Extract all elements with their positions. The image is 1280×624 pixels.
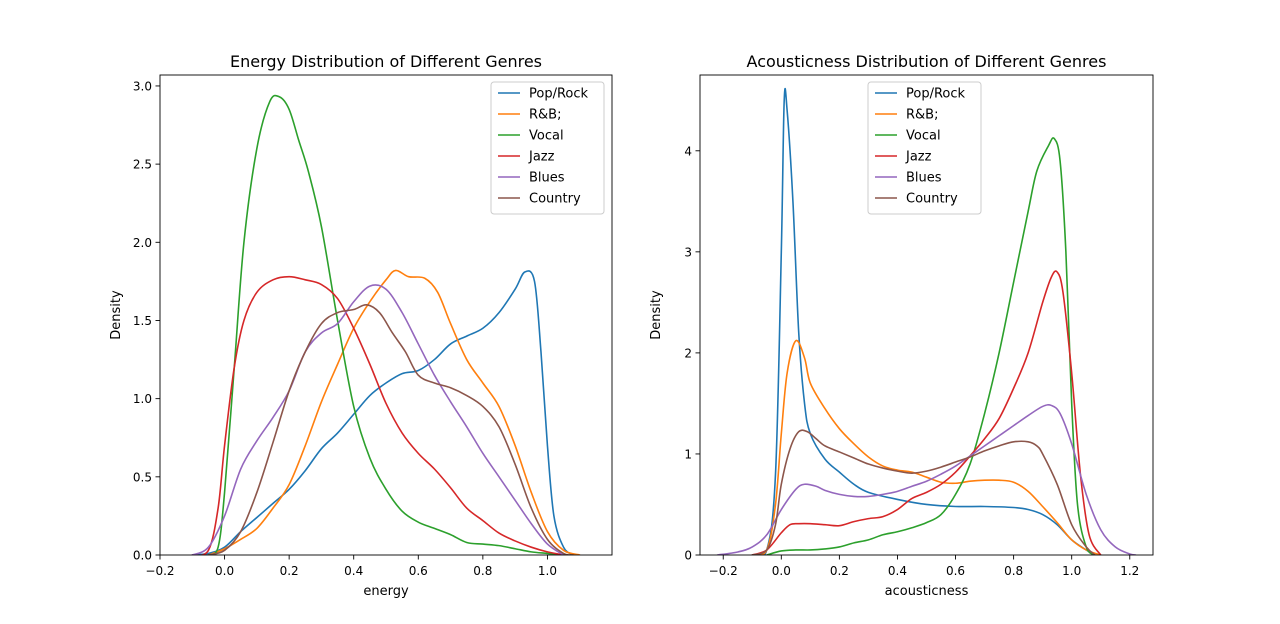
- series-line-country: [207, 304, 575, 555]
- x-axis-label: acousticness: [885, 584, 969, 599]
- legend-box: [490, 81, 605, 215]
- x-tick-label: 0.4: [888, 564, 907, 578]
- legend-entry-label: R&B;: [529, 108, 561, 123]
- x-tick-label: 0.6: [946, 564, 965, 578]
- x-axis-label: energy: [363, 584, 409, 599]
- plot-area: [716, 87, 1137, 555]
- series-line-blues: [191, 284, 565, 555]
- y-tick-label: 3.0: [133, 79, 152, 93]
- x-tick-label: 0.8: [473, 564, 492, 578]
- chart-title: Energy Distribution of Different Genres: [230, 52, 542, 71]
- y-tick-label: 2: [684, 346, 692, 360]
- series-line-country: [751, 429, 1096, 555]
- x-tick-label: −0.2: [145, 564, 174, 578]
- series-line-blues: [716, 403, 1137, 555]
- legend-entry-label: Blues: [906, 171, 942, 186]
- series-line-jazz: [191, 275, 565, 555]
- y-axis-label: Density: [109, 290, 124, 340]
- x-tick-label: 0.8: [1004, 564, 1023, 578]
- legend-entry-label: Blues: [529, 171, 565, 186]
- series-line-pop-rock: [191, 270, 575, 555]
- series-line-r-b: [751, 339, 1102, 555]
- x-tick-label: 0.2: [830, 564, 849, 578]
- x-tick-label: −0.2: [709, 564, 738, 578]
- y-tick-label: 2.5: [133, 158, 152, 172]
- axes-frame: [699, 74, 1154, 556]
- legend-entry-label: Jazz: [905, 150, 932, 165]
- series-line-pop-rock: [751, 87, 1096, 555]
- legend-entry-label: R&B;: [906, 108, 938, 123]
- legend-box: [867, 81, 982, 215]
- x-tick-label: 0.0: [772, 564, 791, 578]
- x-tick-label: 1.0: [538, 564, 557, 578]
- series-line-vocal: [207, 94, 565, 555]
- legend-entry-label: Country: [906, 192, 958, 207]
- series-line-jazz: [751, 270, 1102, 555]
- y-tick-label: 2.0: [133, 236, 152, 250]
- legend-entry-label: Pop/Rock: [529, 87, 589, 102]
- acousticness-chart: −0.2 0.0 0.2 0.4 0.6 0.8 1.0 1.2 0 1 2 3 4 Acousticne…: [649, 52, 1154, 599]
- legend-entry-label: Pop/Rock: [906, 87, 966, 102]
- y-tick-label: 3: [684, 245, 692, 259]
- x-tick-label: 0.4: [344, 564, 363, 578]
- y-tick-label: 1.5: [133, 314, 152, 328]
- series-line-vocal: [765, 137, 1096, 555]
- energy-chart: −0.2 0.0 0.2 0.4 0.6 0.8 1.00.00.51.01.52.02.5…: [109, 52, 613, 599]
- legend-entry-label: Country: [529, 192, 581, 207]
- y-tick-label: 1.0: [133, 392, 152, 406]
- y-tick-label: 0: [684, 549, 692, 563]
- y-axis-label: Density: [649, 290, 664, 340]
- y-tick-label: 1: [684, 447, 692, 461]
- axes-frame: [159, 74, 613, 556]
- x-tick-label: 1.2: [1120, 564, 1139, 578]
- y-tick-label: 0.5: [133, 470, 152, 484]
- legend: Pop/Rock R&B; Vocal Jazz Blues Country: [867, 81, 982, 215]
- y-tick-label: 0.0: [133, 549, 152, 563]
- chart-title: Acousticness Distribution of Different G…: [747, 52, 1107, 71]
- y-tick-label: 4: [684, 144, 692, 158]
- x-tick-label: 0.0: [215, 564, 234, 578]
- legend: Pop/Rock R&B; Vocal Jazz Blues Country: [490, 81, 605, 215]
- x-tick-label: 1.0: [1062, 564, 1081, 578]
- x-tick-label: 0.2: [280, 564, 299, 578]
- legend-entry-label: Jazz: [528, 150, 555, 165]
- legend-entry-label: Vocal: [906, 129, 941, 144]
- x-tick-label: 0.6: [409, 564, 428, 578]
- series-line-r-b: [207, 269, 581, 555]
- legend-entry-label: Vocal: [529, 129, 564, 144]
- plot-area: [191, 94, 581, 555]
